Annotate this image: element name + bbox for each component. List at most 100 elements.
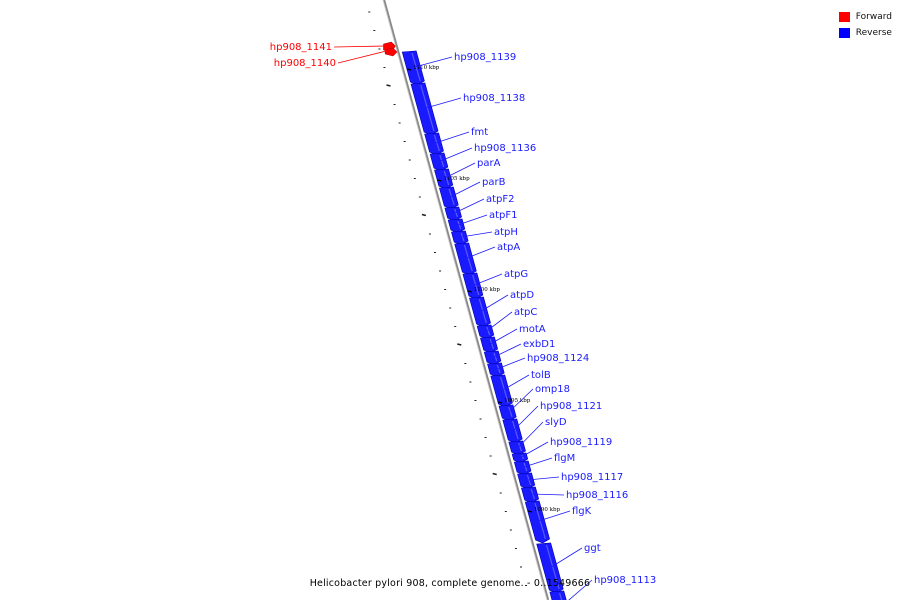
gene-block-shading: [478, 298, 487, 324]
gene-block-hp908_1140[interactable]: [384, 47, 398, 57]
label-leader-line: [440, 147, 473, 162]
gene-block-shading: [534, 502, 546, 540]
scale-tick: [386, 84, 391, 87]
label-leader-line: [502, 374, 530, 391]
position-tick: [406, 68, 412, 71]
gene-label-ggt[interactable]: ggt: [584, 543, 601, 554]
gene-block-fmt[interactable]: [424, 132, 444, 156]
gene-label-atpG[interactable]: atpG: [504, 269, 528, 280]
gene-block-atpF2[interactable]: [444, 206, 462, 222]
gene-block-shading: [508, 406, 513, 418]
gene-label-hp908_1136[interactable]: hp908_1136: [474, 143, 536, 154]
gene-block-slyD[interactable]: [508, 440, 526, 456]
label-leader-line: [486, 311, 513, 332]
position-ticks: 1110 kbp 1105 kbp 1100 kbp 1095 kbp 1090 kbp: [406, 65, 561, 513]
gene-label-hp908_1141[interactable]: hp908_1141: [270, 42, 332, 53]
label-leader-line: [521, 441, 549, 458]
label-leader-line: [531, 493, 565, 496]
legend-label-forward: Forward: [855, 12, 892, 22]
label-leader-line: [461, 231, 493, 238]
gene-block-shading: [489, 338, 495, 350]
gene-label-parA[interactable]: parA: [477, 158, 501, 169]
gene-label-atpF1[interactable]: atpF1: [489, 210, 518, 221]
gene-block-shading: [439, 154, 445, 168]
position-tick: [437, 179, 442, 182]
gene-label-atpF2[interactable]: atpF2: [486, 194, 515, 205]
gene-block-hp908_1124[interactable]: [487, 362, 505, 378]
gene-block-shading: [496, 364, 501, 374]
position-tick: [498, 401, 503, 404]
gene-features: [383, 41, 572, 600]
gene-label-fmt[interactable]: fmt: [471, 127, 488, 138]
gene-block-hp908_1116[interactable]: [521, 486, 540, 504]
label-leader-line: [454, 198, 485, 214]
label-leader-line: [466, 246, 496, 259]
gene-label-hp908_1113[interactable]: hp908_1113: [594, 575, 656, 586]
scale-tick: [492, 472, 497, 476]
gene-label-atpC[interactable]: atpC: [514, 307, 537, 318]
gene-block-hp908_1136[interactable]: [429, 152, 449, 172]
gene-block-hp908_1113[interactable]: [549, 590, 572, 600]
gene-block-exbD1[interactable]: [483, 350, 502, 366]
gene-block-hp908_1117[interactable]: [517, 472, 536, 490]
gene-label-flgM[interactable]: flgM: [554, 453, 575, 464]
gene-label-atpH[interactable]: atpH: [494, 227, 518, 238]
gene-label-hp908_1140[interactable]: hp908_1140: [274, 58, 336, 69]
label-leader-line: [568, 579, 593, 600]
gene-label-omp18[interactable]: omp18: [535, 384, 570, 395]
label-leader-line: [481, 294, 509, 312]
gene-label-flgK[interactable]: flgK: [572, 506, 592, 517]
gene-block-shading: [463, 244, 473, 272]
gene-block-atpF1[interactable]: [447, 218, 466, 234]
label-leader-line: [497, 357, 526, 370]
legend-label-reverse: Reverse: [855, 28, 892, 38]
gene-block-atpC[interactable]: [476, 324, 495, 340]
gene-label-parB[interactable]: parB: [482, 177, 506, 188]
gene-block-motA[interactable]: [480, 336, 499, 354]
gene-label-exbD1[interactable]: exbD1: [523, 339, 555, 350]
label-leader-line: [527, 476, 560, 481]
genome-caption: Helicobacter pylori 908, complete genome…: [309, 578, 591, 589]
gene-label-atpD[interactable]: atpD: [510, 290, 534, 301]
gene-label-hp908_1124[interactable]: hp908_1124: [527, 353, 589, 364]
gene-block-shading: [454, 208, 458, 218]
scale-tick: [457, 343, 462, 346]
gene-label-hp908_1117[interactable]: hp908_1117: [561, 472, 623, 483]
gene-block-shading: [559, 592, 563, 600]
gene-label-hp908_1139[interactable]: hp908_1139: [454, 52, 516, 63]
genome-backbone-highlight: [382, 0, 548, 600]
gene-block-shading: [457, 220, 462, 230]
label-leader-line: [450, 181, 481, 198]
gene-block-flgM[interactable]: [513, 460, 532, 476]
label-leader-line: [523, 457, 553, 468]
gene-label-hp908_1121[interactable]: hp908_1121: [540, 401, 602, 412]
label-leader-line: [474, 273, 503, 286]
gene-label-atpA[interactable]: atpA: [497, 242, 520, 253]
gene-label-hp908_1116[interactable]: hp908_1116: [566, 490, 628, 501]
position-tick-label: 1110 kbp: [413, 65, 440, 71]
label-leader-line: [425, 97, 462, 109]
gene-block-atpH[interactable]: [451, 230, 469, 246]
gene-label-tolB[interactable]: tolB: [531, 370, 551, 381]
gene-block-parB[interactable]: [439, 186, 459, 210]
forward-swatch: [838, 12, 850, 22]
label-leader-line: [513, 405, 539, 431]
gene-block-shading: [518, 442, 522, 452]
gene-block-shading: [521, 454, 525, 460]
label-leader-line: [490, 328, 518, 345]
label-leader-line: [508, 388, 534, 413]
gene-label-motA[interactable]: motA: [519, 324, 546, 335]
legend-item-reverse: Reverse: [838, 25, 892, 41]
label-leader-line: [444, 162, 476, 179]
label-leader-line: [493, 343, 522, 358]
legend: Forward Reverse: [838, 9, 892, 41]
label-leader-line: [538, 510, 571, 522]
label-leader-line: [518, 421, 544, 448]
gene-labels: hp908_1141 hp908_1140 hp908_1139 hp908_1138…: [270, 42, 656, 600]
gene-label-hp908_1138[interactable]: hp908_1138: [463, 93, 525, 104]
gene-block-shading: [448, 188, 455, 206]
label-leader-line: [333, 45, 385, 48]
gene-label-slyD[interactable]: slyD: [545, 417, 567, 428]
gene-label-hp908_1119[interactable]: hp908_1119: [550, 437, 612, 448]
